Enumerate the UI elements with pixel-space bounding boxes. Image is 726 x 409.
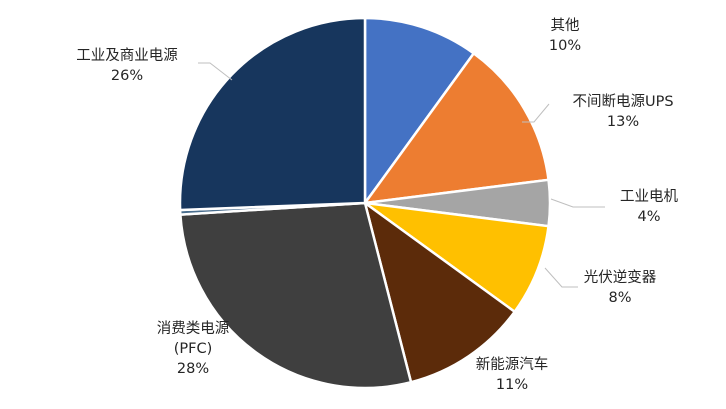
pie-slice-7 — [178, 16, 367, 212]
slice-labels: 其他 10% 不间断电源UPS 13% 工业电机 4% 光伏逆变器 8% 新能源… — [76, 17, 678, 393]
label-motor-percent: 4% — [637, 209, 660, 225]
label-industrial-percent: 26% — [111, 68, 143, 84]
label-other-name: 其他 — [551, 17, 580, 34]
leader-line-ups — [522, 103, 550, 123]
label-consumer-name: 消费类电源 — [157, 320, 230, 337]
pie-slices — [178, 16, 552, 390]
leader-line-motor — [550, 198, 605, 208]
leader-lines — [198, 62, 605, 288]
label-pv-percent: 8% — [608, 290, 631, 306]
label-ups-percent: 13% — [607, 114, 639, 130]
pie-slice-0 — [363, 16, 475, 205]
leader-line-industrial — [198, 62, 233, 81]
pie-slice-4 — [363, 201, 516, 384]
label-pv-name: 光伏逆变器 — [584, 269, 657, 286]
leader-line-pv — [544, 267, 578, 288]
label-other-percent: 10% — [549, 38, 581, 54]
pie-slice-5 — [179, 201, 413, 390]
pie-slice-1 — [363, 52, 550, 205]
label-consumer-percent: 28% — [177, 361, 209, 377]
label-motor-name: 工业电机 — [620, 188, 678, 205]
label-industrial-name: 工业及商业电源 — [76, 47, 178, 64]
label-consumer-sublabel: (PFC) — [174, 341, 213, 357]
pie-slice-3 — [363, 201, 550, 313]
label-ups-name: 不间断电源UPS — [572, 93, 673, 110]
label-ev-percent: 11% — [496, 377, 528, 393]
label-ev-name: 新能源汽车 — [476, 356, 549, 373]
